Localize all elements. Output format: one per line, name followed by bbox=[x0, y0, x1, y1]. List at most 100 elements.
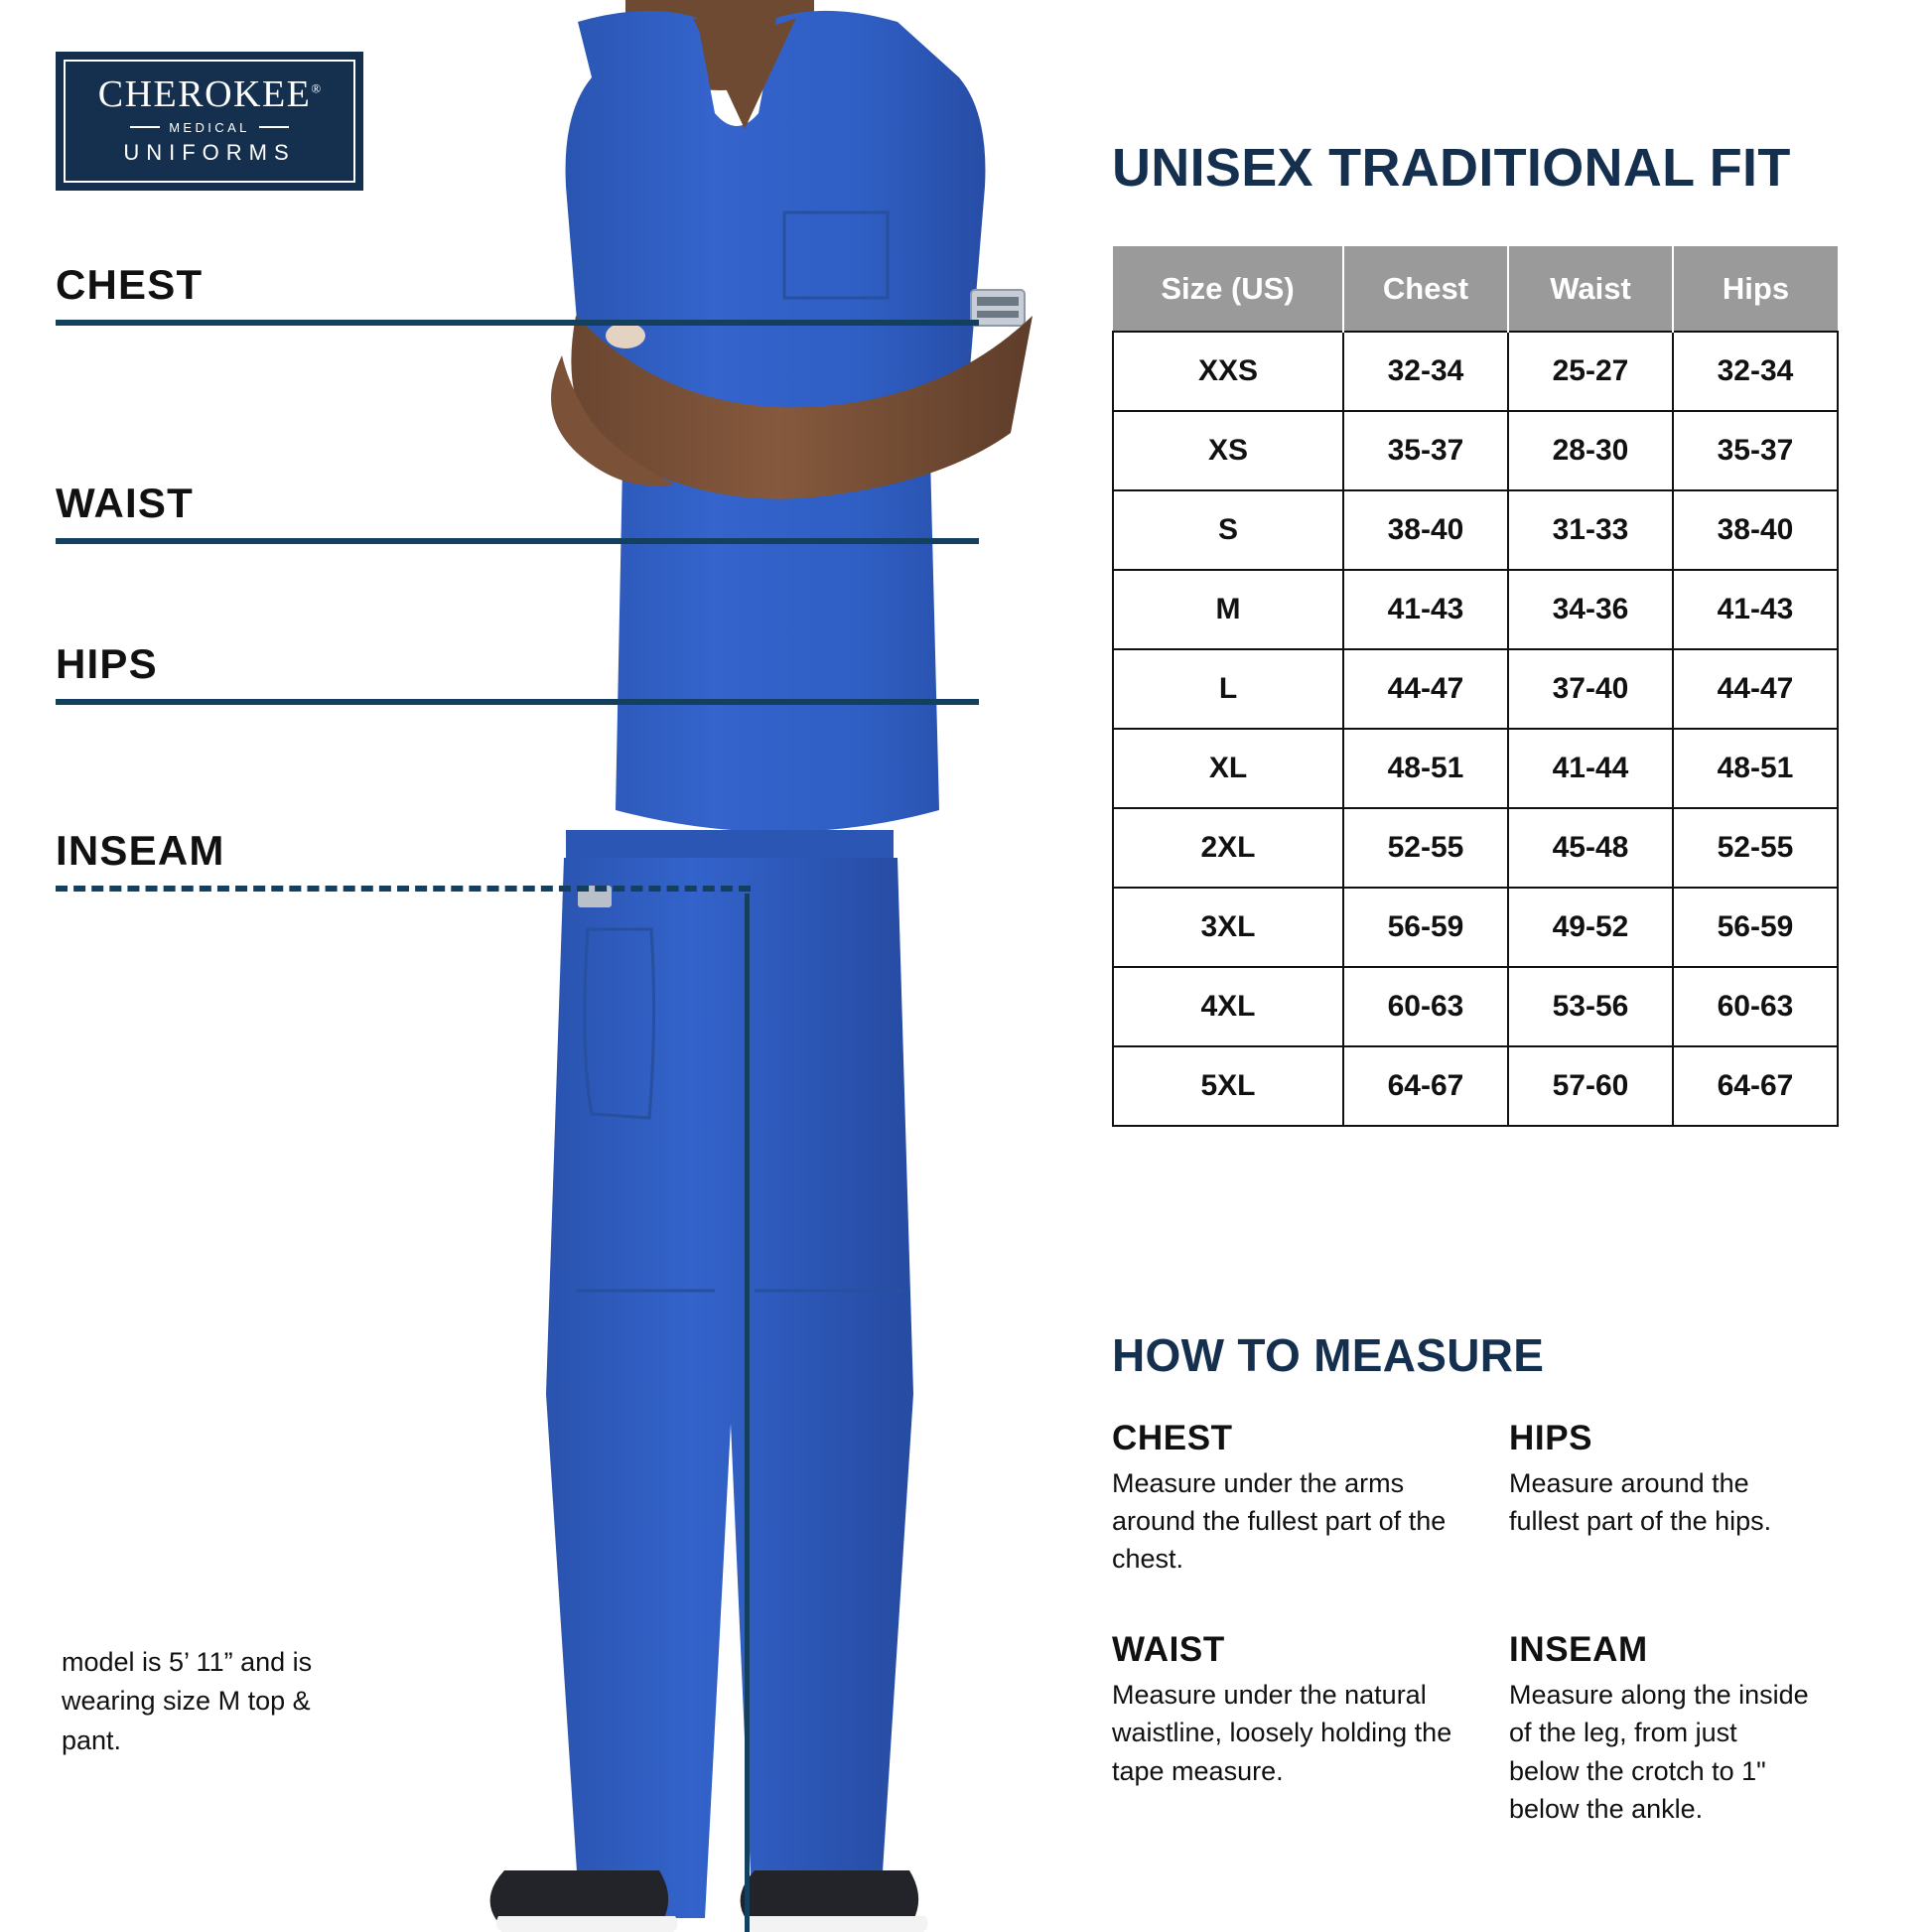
shoe-right bbox=[740, 1870, 919, 1920]
logo-uniforms-text: UNIFORMS bbox=[123, 139, 296, 165]
size-table-body: XXS 32-34 25-27 32-34 XS 35-37 28-30 35-… bbox=[1112, 331, 1839, 1127]
how-to-measure-waist: WAIST Measure under the natural waistlin… bbox=[1112, 1631, 1509, 1828]
table-row: 5XL 64-67 57-60 64-67 bbox=[1112, 1045, 1839, 1127]
cargo-pocket bbox=[583, 927, 656, 1120]
how-body-chest: Measure under the arms around the fulles… bbox=[1112, 1467, 1447, 1575]
how-body-inseam: Measure along the inside of the leg, fro… bbox=[1509, 1679, 1809, 1824]
how-heading-hips: HIPS bbox=[1509, 1419, 1593, 1457]
cell-hips: 38-40 bbox=[1672, 489, 1839, 571]
cell-hips: 35-37 bbox=[1672, 410, 1839, 491]
cell-chest: 44-47 bbox=[1342, 648, 1509, 730]
logo-medical-text: MEDICAL bbox=[169, 119, 250, 135]
measure-line-hips bbox=[56, 699, 979, 705]
shoe-right-sole bbox=[746, 1916, 928, 1932]
column-header-waist: Waist bbox=[1508, 246, 1674, 332]
table-row: 2XL 52-55 45-48 52-55 bbox=[1112, 807, 1839, 889]
how-to-measure-grid: CHEST Measure under the arms around the … bbox=[1112, 1419, 1837, 1828]
cell-hips: 56-59 bbox=[1672, 887, 1839, 968]
how-to-measure-inseam: INSEAM Measure along the inside of the l… bbox=[1509, 1631, 1837, 1828]
model-note: model is 5’ 11” and is wearing size M to… bbox=[62, 1647, 313, 1755]
measure-label-hips: HIPS bbox=[56, 640, 158, 687]
cell-size: L bbox=[1112, 648, 1344, 730]
thumbnail bbox=[606, 323, 645, 348]
how-heading-waist: WAIST bbox=[1112, 1630, 1225, 1670]
cell-hips: 41-43 bbox=[1672, 569, 1839, 650]
how-to-measure-hips: HIPS Measure around the fullest part of … bbox=[1509, 1419, 1837, 1578]
cell-waist: 41-44 bbox=[1507, 728, 1674, 809]
cell-chest: 52-55 bbox=[1342, 807, 1509, 889]
logo-rule-right-icon bbox=[258, 126, 289, 128]
table-header-row: Size (US) Chest Waist Hips bbox=[1113, 246, 1838, 332]
cell-chest: 32-34 bbox=[1342, 331, 1509, 412]
table-row: 3XL 56-59 49-52 56-59 bbox=[1112, 887, 1839, 968]
cell-hips: 64-67 bbox=[1672, 1045, 1839, 1127]
logo-medical-row: MEDICAL bbox=[69, 120, 349, 135]
cell-hips: 52-55 bbox=[1672, 807, 1839, 889]
table-row: S 38-40 31-33 38-40 bbox=[1112, 489, 1839, 571]
cell-chest: 60-63 bbox=[1342, 966, 1509, 1047]
cell-waist: 49-52 bbox=[1507, 887, 1674, 968]
table-row: L 44-47 37-40 44-47 bbox=[1112, 648, 1839, 730]
measure-label-chest: CHEST bbox=[56, 261, 204, 308]
logo-brand-name: CHEROKEE® bbox=[98, 75, 322, 113]
model-photo bbox=[328, 0, 1102, 1932]
cell-size: M bbox=[1112, 569, 1344, 650]
measure-marker-hips: HIPS bbox=[56, 643, 979, 705]
hand-left bbox=[551, 355, 675, 486]
size-table-header: Size (US) Chest Waist Hips bbox=[1113, 246, 1838, 332]
how-to-measure-title: HOW TO MEASURE bbox=[1112, 1329, 1545, 1381]
table-row: XS 35-37 28-30 35-37 bbox=[1112, 410, 1839, 491]
folded-arms bbox=[571, 316, 1033, 499]
how-heading-inseam: INSEAM bbox=[1509, 1630, 1648, 1670]
cell-hips: 44-47 bbox=[1672, 648, 1839, 730]
shoe-left-sole bbox=[495, 1916, 678, 1932]
cell-size: 3XL bbox=[1112, 887, 1344, 968]
cell-waist: 53-56 bbox=[1507, 966, 1674, 1047]
cell-size: S bbox=[1112, 489, 1344, 571]
column-header-chest: Chest bbox=[1343, 246, 1509, 332]
cell-chest: 48-51 bbox=[1342, 728, 1509, 809]
logo-rule-left-icon bbox=[130, 126, 161, 128]
v-neck-opening bbox=[693, 18, 796, 129]
cell-size: 2XL bbox=[1112, 807, 1344, 889]
size-chart-panel: UNISEX TRADITIONAL FIT Size (US) Chest W… bbox=[1112, 0, 1866, 1932]
measure-marker-waist: WAIST bbox=[56, 483, 979, 544]
measure-label-waist: WAIST bbox=[56, 480, 194, 526]
table-row: M 41-43 34-36 41-43 bbox=[1112, 569, 1839, 650]
measure-line-waist bbox=[56, 538, 979, 544]
cell-hips: 48-51 bbox=[1672, 728, 1839, 809]
page-title: UNISEX TRADITIONAL FIT bbox=[1112, 138, 1791, 198]
cell-chest: 38-40 bbox=[1342, 489, 1509, 571]
sleeve-brand-tag bbox=[970, 289, 1026, 327]
cell-waist: 31-33 bbox=[1507, 489, 1674, 571]
cell-chest: 64-67 bbox=[1342, 1045, 1509, 1127]
how-body-hips: Measure around the fullest part of the h… bbox=[1509, 1467, 1772, 1536]
scrub-pants bbox=[546, 858, 913, 1918]
cell-waist: 28-30 bbox=[1507, 410, 1674, 491]
how-heading-chest: CHEST bbox=[1112, 1419, 1233, 1457]
column-header-hips: Hips bbox=[1673, 246, 1838, 332]
how-body-waist: Measure under the natural waistline, loo… bbox=[1112, 1679, 1452, 1786]
inseam-vertical-line bbox=[745, 894, 750, 1932]
cell-hips: 60-63 bbox=[1672, 966, 1839, 1047]
cell-waist: 37-40 bbox=[1507, 648, 1674, 730]
cell-waist: 25-27 bbox=[1507, 331, 1674, 412]
cell-size: XL bbox=[1112, 728, 1344, 809]
cell-chest: 41-43 bbox=[1342, 569, 1509, 650]
measure-label-inseam: INSEAM bbox=[56, 827, 225, 874]
cell-chest: 56-59 bbox=[1342, 887, 1509, 968]
registered-trademark-icon: ® bbox=[311, 79, 322, 95]
cell-size: 4XL bbox=[1112, 966, 1344, 1047]
shoe-left bbox=[489, 1870, 669, 1920]
chest-pocket bbox=[782, 210, 890, 300]
table-row: XXS 32-34 25-27 32-34 bbox=[1112, 331, 1839, 412]
size-table: Size (US) Chest Waist Hips XXS 32-34 25-… bbox=[1112, 246, 1839, 1127]
model-illustration bbox=[489, 0, 1033, 1932]
table-row: XL 48-51 41-44 48-51 bbox=[1112, 728, 1839, 809]
cell-size: XXS bbox=[1112, 331, 1344, 412]
measure-line-inseam bbox=[56, 886, 751, 892]
logo-brand-text: CHEROKEE bbox=[97, 72, 312, 115]
measure-marker-chest: CHEST bbox=[56, 264, 979, 326]
column-header-size: Size (US) bbox=[1113, 246, 1344, 332]
